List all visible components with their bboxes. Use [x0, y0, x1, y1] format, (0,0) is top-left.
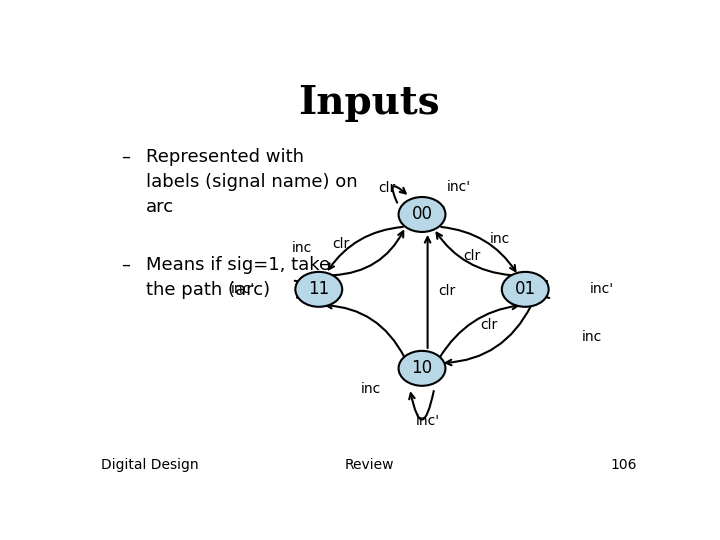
Text: 11: 11	[308, 280, 330, 298]
Text: 106: 106	[611, 458, 637, 472]
Text: inc: inc	[582, 330, 603, 344]
Text: Digital Design: Digital Design	[101, 458, 199, 472]
Text: inc': inc'	[415, 414, 440, 428]
Text: clr: clr	[378, 181, 395, 195]
Circle shape	[295, 272, 342, 307]
Text: –: –	[121, 148, 130, 166]
Text: inc: inc	[490, 232, 510, 246]
Text: clr: clr	[333, 237, 350, 251]
Text: Represented with
labels (signal name) on
arc: Represented with labels (signal name) on…	[145, 148, 357, 216]
Text: inc': inc'	[447, 180, 471, 194]
Circle shape	[399, 197, 446, 232]
Text: Review: Review	[344, 458, 394, 472]
Text: –: –	[121, 256, 130, 274]
Text: inc': inc'	[230, 282, 254, 296]
Circle shape	[399, 351, 446, 386]
Text: inc: inc	[360, 382, 380, 396]
Text: 01: 01	[515, 280, 536, 298]
Text: 10: 10	[411, 359, 433, 377]
Text: inc': inc'	[590, 282, 613, 296]
Text: 00: 00	[412, 206, 433, 224]
Text: clr: clr	[464, 249, 481, 263]
Text: inc: inc	[292, 241, 312, 255]
Text: Means if sig=1, take
the path (arc): Means if sig=1, take the path (arc)	[145, 256, 330, 299]
Text: clr: clr	[480, 318, 498, 332]
Circle shape	[502, 272, 549, 307]
Text: clr: clr	[438, 285, 456, 299]
Text: Inputs: Inputs	[298, 84, 440, 122]
